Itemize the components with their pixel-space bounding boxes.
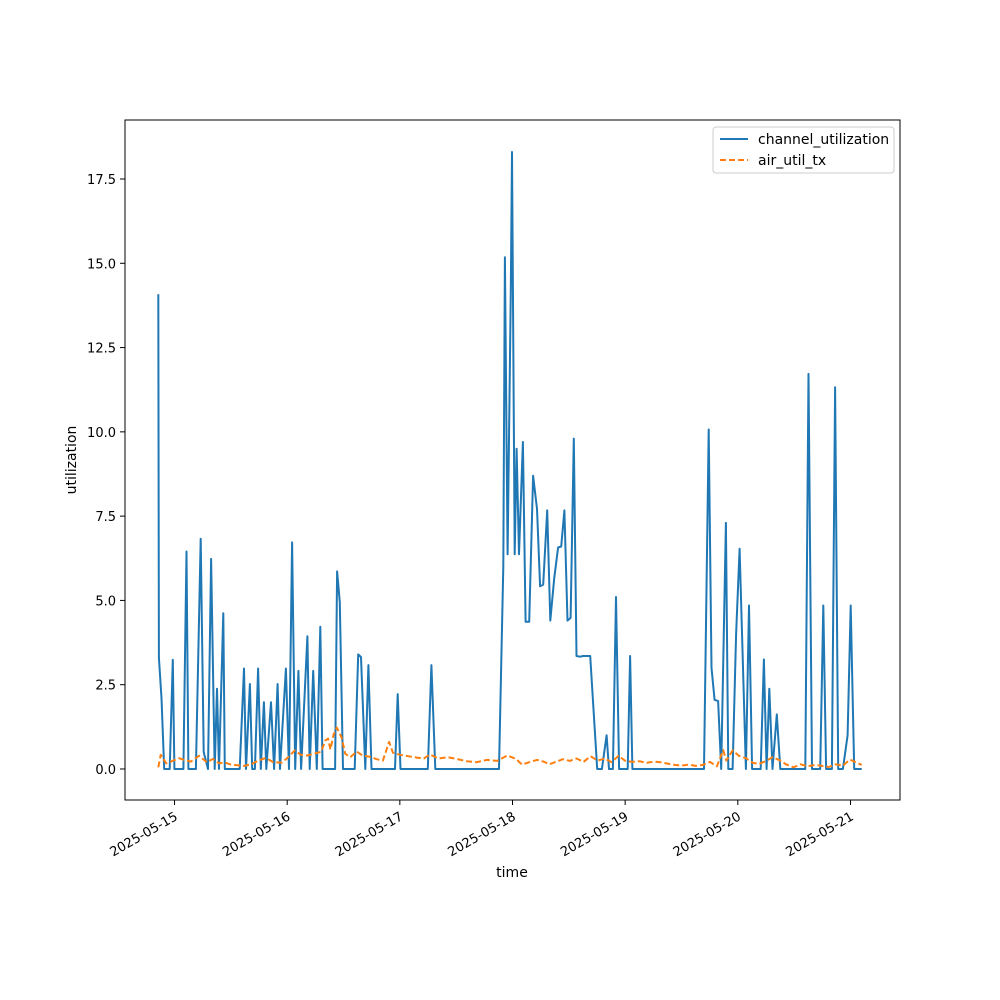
series-layer <box>157 151 863 770</box>
y-tick-label: 17.5 <box>87 173 116 188</box>
y-tick-label: 15.0 <box>87 257 116 272</box>
y-tick-label: 7.5 <box>95 510 116 525</box>
series-line-channel-utilization <box>157 151 862 770</box>
x-axis-label: time <box>496 865 528 881</box>
y-axis-label: utilization <box>64 426 80 495</box>
series-line-air-util-tx <box>157 726 863 769</box>
legend: channel_utilization air_util_tx <box>712 126 895 174</box>
legend-box <box>712 126 895 174</box>
y-tick-label: 0.0 <box>95 763 116 778</box>
y-axis: 0.0 2.5 5.0 7.5 10.0 12.5 15.0 17.5 <box>87 173 125 778</box>
y-tick-label: 5.0 <box>95 594 116 609</box>
y-tick-label: 10.0 <box>87 426 116 441</box>
y-tick-label: 2.5 <box>95 679 116 694</box>
legend-label-channel-utilization: channel_utilization <box>758 132 889 148</box>
y-tick-label: 12.5 <box>87 342 116 357</box>
legend-label-air-util-tx: air_util_tx <box>758 153 826 169</box>
